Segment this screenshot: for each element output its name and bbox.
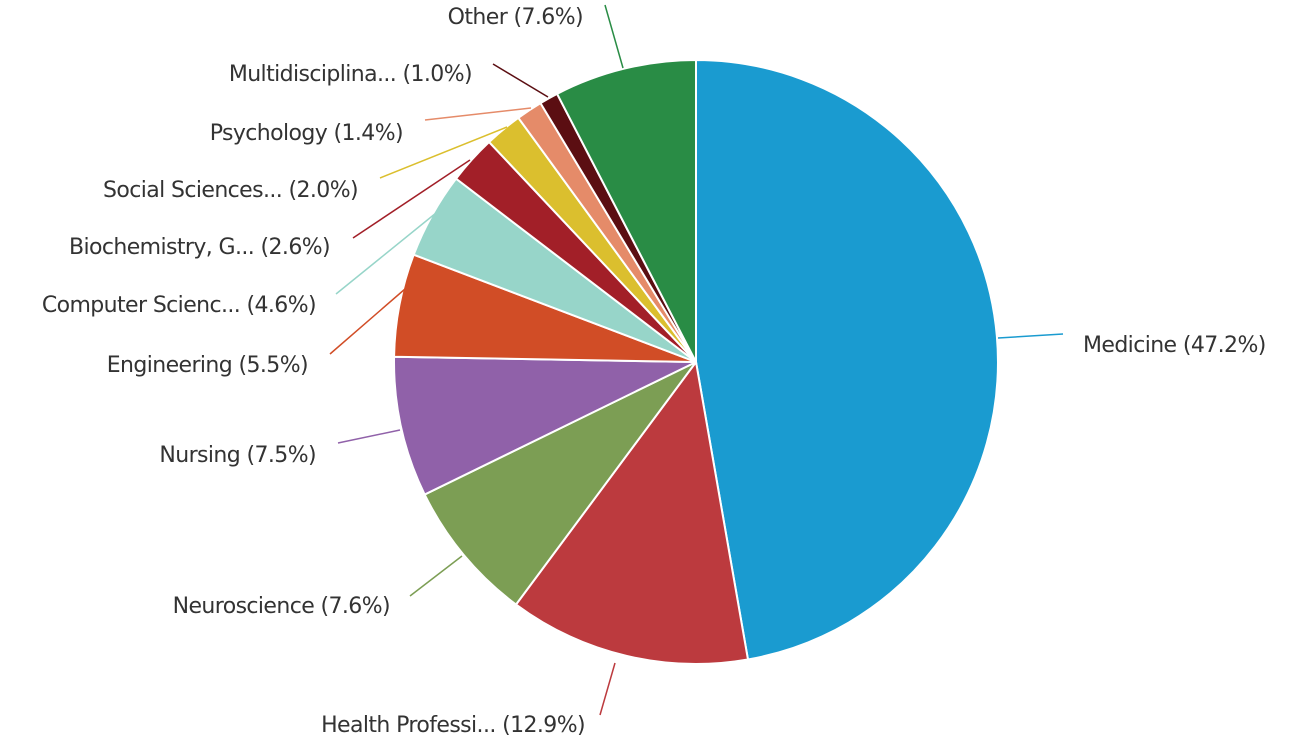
slice-label: Biochemistry, G... (2.6%) (69, 235, 330, 260)
pie-slice-medicine[interactable] (695, 58, 999, 661)
pie-slice-health-professi[interactable] (514, 359, 750, 665)
leader-line (997, 333, 1064, 339)
slice-label: Computer Scienc... (4.6%) (42, 293, 316, 318)
leader-line (599, 662, 616, 716)
leader-line (604, 4, 624, 69)
pie-slices (393, 58, 999, 665)
pie-slice-nursing[interactable] (393, 355, 697, 496)
pie-slice-neuroscience[interactable] (423, 361, 697, 606)
slice-label: Engineering (5.5%) (107, 353, 308, 378)
leader-line (424, 107, 532, 121)
pie-slice-other[interactable] (555, 58, 697, 363)
leader-line (337, 429, 401, 444)
slice-label: Medicine (47.2%) (1083, 333, 1266, 358)
leader-line (352, 159, 471, 239)
leader-line (379, 126, 508, 179)
leader-line (492, 63, 549, 98)
slice-label: Health Professi... (12.9%) (321, 713, 585, 738)
slice-label: Social Sciences... (2.0%) (103, 178, 358, 203)
slice-label: Neuroscience (7.6%) (173, 594, 390, 619)
slice-label: Multidisciplina... (1.0%) (229, 62, 472, 87)
slice-labels: Medicine (47.2%) Health Professi... (12.9… (42, 5, 1266, 738)
leader-lines (329, 4, 1064, 716)
leader-line (329, 288, 406, 355)
leader-line (409, 555, 463, 597)
slice-label: Other (7.6%) (448, 5, 583, 30)
slice-label: Nursing (7.5%) (159, 443, 316, 468)
leader-line (335, 212, 437, 295)
slice-label: Psychology (1.4%) (210, 121, 403, 146)
